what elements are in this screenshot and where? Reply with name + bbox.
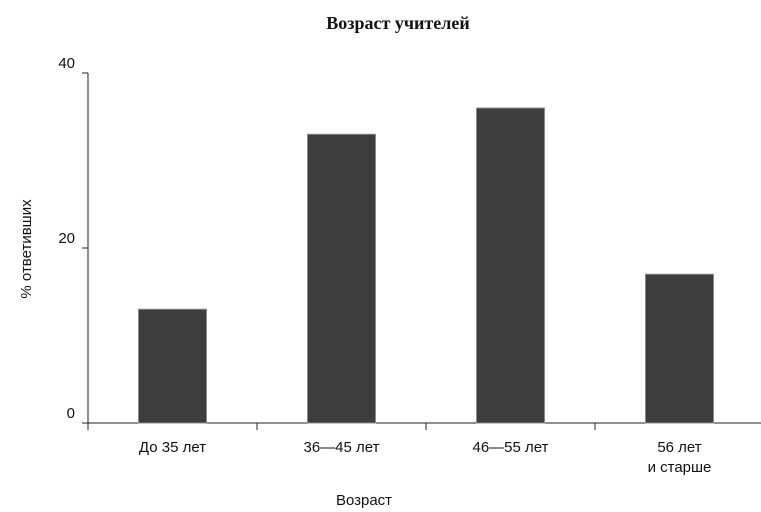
- chart-title: Возраст учителей: [326, 13, 469, 33]
- bar-2: [307, 133, 376, 424]
- x-tick-label-4-line-1: 56 лет: [657, 439, 701, 456]
- bar-1: [138, 308, 207, 424]
- x-axis-label: Возраст: [336, 492, 392, 509]
- x-tick-label-4-line-2: и старше: [648, 459, 712, 476]
- bar-3: [476, 107, 545, 424]
- y-axis-label: % ответивших: [18, 199, 35, 299]
- y-tick-label-20: 20: [58, 230, 75, 247]
- x-tick-label-3: 46—55 лет: [472, 439, 548, 456]
- x-tick-label-2: 36—45 лет: [303, 439, 379, 456]
- bar-4: [645, 273, 714, 424]
- y-tick-label-40: 40: [58, 55, 75, 72]
- y-tick-label-0: 0: [67, 405, 75, 422]
- plot-marks: 0 20 40 До 35 лет 36—45 лет 46—55 лет 56 лет и …: [58, 55, 714, 476]
- x-tick-label-1: До 35 лет: [139, 439, 206, 456]
